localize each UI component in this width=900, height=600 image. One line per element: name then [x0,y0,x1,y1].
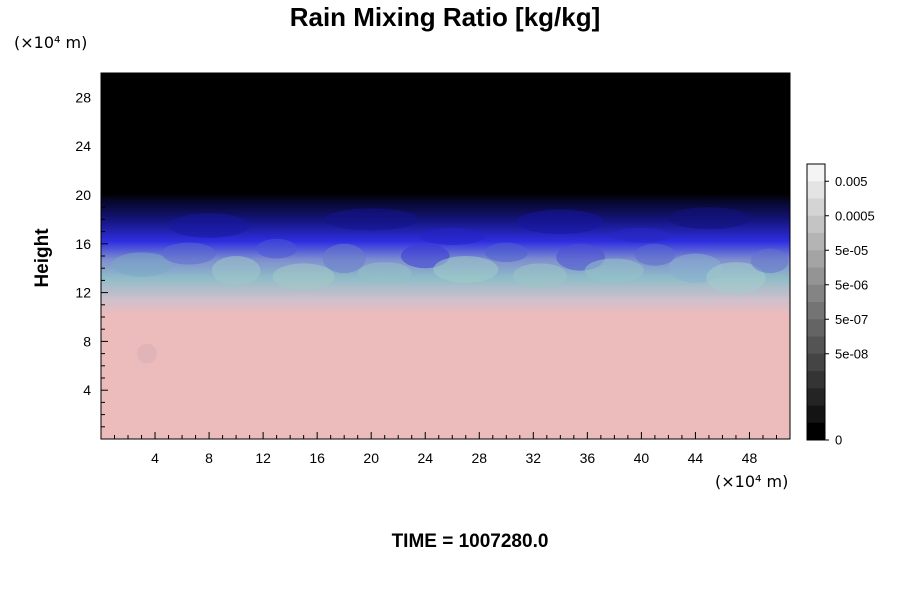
cloud-structure [400,243,450,269]
colorbar-frame [806,163,826,441]
colorbar-label: 5e-08 [835,346,868,361]
colorbar-swatch [807,250,825,268]
cloud-structure [634,243,676,266]
colorbar-swatch [807,233,825,251]
x-tick-label: 40 [634,450,650,466]
cloud-structure [513,263,568,288]
colorbar-swatch [807,422,825,441]
x-tick-label: 48 [742,450,758,466]
cloud-structure [211,256,261,286]
colorbar-label: 5e-07 [835,312,868,327]
y-tick-label: 28 [75,89,91,105]
y-tick-label: 8 [83,333,91,349]
y-tick-label: 20 [75,187,91,203]
cloud-structure [668,207,750,230]
cloud-structure [272,263,335,291]
y-axis-unit: (×10⁴ m) [14,33,88,52]
colorbar-swatch [807,164,825,182]
cloud-structure [706,262,766,294]
colorbar-swatch [807,284,825,303]
x-tick-label: 20 [363,450,379,466]
x-tick-label: 4 [151,450,159,466]
colorbar-swatch [807,371,825,389]
colorbar-swatch [807,388,825,406]
colorbar-swatch [807,353,825,372]
colorbar-label: 0.0005 [835,208,875,223]
colorbar: 0.005 0.0005 5e-05 5e-06 5e-07 5e-08 0 [806,163,875,448]
cloud-structure [484,242,528,263]
cloud-structure [611,227,672,243]
colorbar-swatch [807,302,825,320]
colorbar-label: 5e-06 [835,277,868,292]
cloud-structure [323,208,419,231]
cloud-structure [750,248,789,274]
cloud-structure [168,213,250,238]
y-tick-label: 16 [75,236,91,252]
x-tick-label: 8 [205,450,213,466]
colorbar-swatch [807,215,825,234]
x-tick-label: 36 [580,450,596,466]
plot-area [100,72,791,440]
x-tick-label: 24 [417,450,433,466]
x-tick-label: 12 [255,450,271,466]
y-tick-label: 12 [75,285,91,301]
cloud-structure [419,227,485,246]
colorbar-swatch [807,336,825,355]
x-axis: 4 8 12 16 20 24 28 32 36 40 44 48 [114,432,777,466]
cloud-structure [584,258,645,283]
y-tick-label: 4 [83,382,91,398]
x-tick-label: 44 [688,450,704,466]
colorbar-label: 0.005 [835,174,868,189]
time-label: TIME = 1007280.0 [391,531,549,552]
y-tick-label: 24 [75,138,91,154]
colorbar-swatch [807,181,825,199]
cloud-structure [517,209,604,235]
cloud-structure [256,238,297,259]
x-tick-label: 16 [309,450,325,466]
colorbar-swatch [807,405,825,424]
colorbar-swatch [807,319,825,337]
chart-title: Rain Mixing Ratio [kg/kg] [289,2,601,32]
x-axis-unit: (×10⁴ m) [715,472,789,491]
cloud-structure [433,256,499,283]
colorbar-swatch [807,267,825,286]
cloud-structure [357,262,412,285]
cloud-structure [161,242,216,265]
colorbar-swatch [807,198,825,217]
y-axis: 4 8 12 16 20 24 28 [75,84,108,428]
colorbar-label: 5e-05 [835,243,868,258]
colorbar-label: 0 [835,433,842,448]
x-tick-label: 28 [471,450,487,466]
cloud-structure [111,252,172,277]
x-tick-label: 32 [526,450,542,466]
cloud-structure [322,243,366,274]
field-feature [136,343,157,364]
